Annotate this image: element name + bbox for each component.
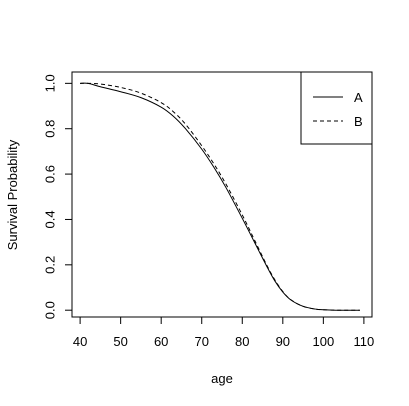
legend-box: [300, 71, 373, 145]
y-ticks: 0.0 0.2 0.4 0.6 0.8 1.0: [43, 74, 72, 319]
x-tick-label: 90: [276, 334, 290, 349]
y-tick-label: 0.6: [43, 165, 58, 183]
x-tick-label: 50: [113, 334, 127, 349]
series-line-b: [80, 82, 360, 311]
x-tick-label: 100: [312, 334, 334, 349]
y-tick-label: 0.2: [43, 256, 58, 274]
y-tick-label: 0.8: [43, 120, 58, 138]
x-tick-label: 40: [73, 334, 87, 349]
legend: A B: [300, 71, 373, 145]
y-tick-label: 0.4: [43, 210, 58, 228]
x-tick-label: 80: [235, 334, 249, 349]
y-tick-label: 1.0: [43, 74, 58, 92]
legend-label-a: A: [354, 90, 363, 105]
x-tick-label: 70: [194, 334, 208, 349]
y-tick-label: 0.0: [43, 301, 58, 319]
x-tick-label: 60: [154, 334, 168, 349]
x-tick-label: 110: [354, 334, 375, 349]
series-group: [80, 82, 360, 311]
legend-label-b: B: [354, 114, 363, 129]
y-axis-title: Survival Probability: [5, 139, 20, 250]
x-axis-title: age: [211, 371, 233, 386]
x-ticks: 40 50 60 70 80 90 100 110: [73, 317, 374, 349]
